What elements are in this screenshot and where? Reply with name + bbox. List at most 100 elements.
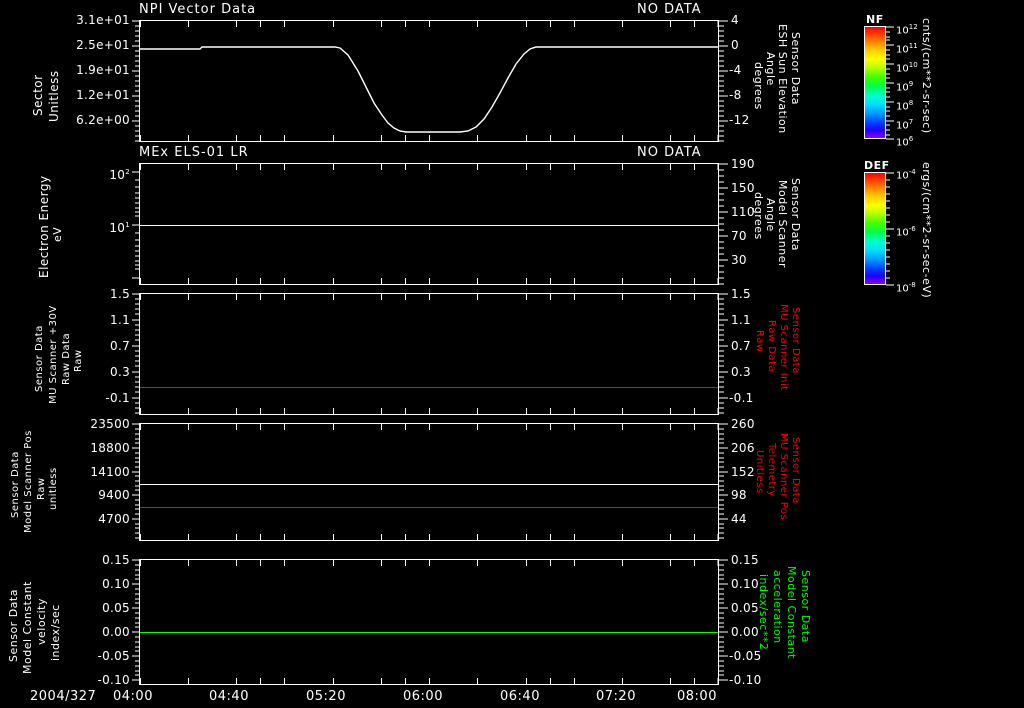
panel-velocity-ytick-1: 0.15	[102, 553, 130, 567]
panel-els-title: MEx ELS-01 LR	[139, 145, 249, 160]
panel-mu30v-rlabel-line1: Sensor Data	[790, 307, 801, 374]
panel-npi-ylabel-line1: Sector	[31, 74, 45, 116]
colorbar-nf-units: cnts/(cm**2-sr-sec)	[920, 18, 933, 134]
colorbar-def-tick-1: 10-4	[896, 167, 916, 181]
panel-els-ytick-2-base: 10	[109, 221, 126, 235]
panel-els-rlabel-line1: Sensor Data	[789, 178, 802, 251]
colorbar-nf-tick-7-exp: 6	[908, 135, 914, 143]
panel-npi-frame	[139, 20, 719, 142]
panel-mu30v-ylabel-line3: Raw Data	[61, 332, 72, 385]
panel-scanpos-ytick-1: 23500	[90, 417, 130, 431]
panel-els-rtick-3: 110	[731, 205, 755, 219]
panel-npi-rtick-4: -8	[729, 88, 742, 102]
colorbar-def-tick-1-exp: -4	[908, 168, 916, 176]
colorbar-nf-tick-2: 1011	[896, 41, 918, 55]
xaxis-tick-3: 05:20	[306, 689, 346, 704]
colorbar-nf-tick-5-base: 10	[896, 101, 909, 113]
panel-els-rlabel-line2: Model Scanner	[776, 180, 789, 269]
panel-npi-data-curve	[140, 46, 718, 133]
panel-scanpos-model-pos-line	[140, 484, 718, 485]
panel-velocity-rtick-4: 0.00	[731, 625, 759, 639]
panel-els-ticks	[140, 164, 718, 284]
panel-scanpos-ylabel-line4: unitless	[48, 467, 59, 510]
xaxis-tick-1: 04:00	[113, 689, 153, 704]
colorbar-nf-tick-1-exp: 12	[908, 23, 918, 31]
panel-velocity-ytick-3: 0.05	[102, 601, 130, 615]
panel-scanpos-ylabel-line2: Model Scanner Pos	[23, 430, 34, 533]
panel-els-ytick-1-base: 10	[109, 168, 126, 182]
panel-scanpos-rlabel-line3: Telemetry	[766, 443, 777, 497]
panel-mu30v-ylabel-line4: Raw	[73, 349, 84, 372]
panel-npi-right-minor-ticks	[719, 20, 728, 142]
colorbar-nf-title: NF	[866, 13, 884, 26]
panel-scanpos-ytick-2: 18800	[90, 441, 130, 455]
panel-mu30v-ticks	[140, 294, 718, 414]
xaxis-tick-6: 07:20	[596, 689, 636, 704]
panel-els-rtick-1: 190	[731, 157, 755, 171]
panel-velocity-ylabel-line3: velocity	[35, 598, 48, 645]
panel-mu30v-rtick-4: 0.3	[731, 365, 751, 379]
panel-els-rtick-4: 70	[731, 229, 747, 243]
colorbar-nf-tick-1-base: 10	[896, 25, 909, 37]
colorbar-nf-tick-2-exp: 11	[908, 42, 918, 50]
panel-scanpos-rtick-2: 206	[731, 441, 755, 455]
colorbar-nf-tick-6-exp: 7	[908, 118, 914, 126]
panel-mu30v-ytick-3: 0.7	[110, 339, 130, 353]
colorbar-nf-tick-1: 1012	[896, 22, 918, 36]
colorbar-nf-tick-3: 1010	[896, 60, 918, 74]
panel-mu30v-rtick-2: 1.1	[731, 313, 751, 327]
colorbar-nf-tick-7: 106	[896, 134, 913, 148]
colorbar-nf-gradient	[864, 26, 886, 139]
panel-mu30v-rtick-5: -0.1	[729, 391, 754, 405]
panel-velocity-rlabel-line2: Model Constant	[785, 566, 798, 659]
panel-velocity-ylabel-line2: Model Constant	[21, 581, 34, 674]
colorbar-nf-ticks	[886, 26, 894, 140]
panel-scanpos-ytick-3: 14100	[90, 465, 130, 479]
panel-els-rlabel-line3: Angle	[764, 198, 777, 232]
colorbar-nf-tick-4-exp: 9	[908, 80, 914, 88]
panel-velocity-rtick-5: -0.05	[729, 649, 762, 663]
panel-npi-rlabel-line3: Angle	[764, 52, 777, 86]
panel-scanpos-telemetry-line	[140, 507, 718, 508]
panel-velocity-ylabel-line4: index/sec	[49, 604, 62, 661]
panel-els-ytick-1-exp: 2	[125, 168, 130, 176]
panel-npi-ytick-1: 3.1e+01	[76, 13, 130, 27]
colorbar-nf-tick-3-exp: 10	[908, 61, 918, 69]
panel-mu30v-ytick-2: 1.1	[110, 313, 130, 327]
xaxis-tick-7: 08:00	[677, 689, 717, 704]
panel-npi-left-minor-ticks	[132, 20, 140, 142]
panel-mu30v-ytick-4: 0.3	[110, 365, 130, 379]
colorbar-def-tick-3: 10-8	[896, 280, 916, 294]
xaxis-tick-5: 06:40	[500, 689, 540, 704]
xaxis-date-label: 2004/327	[30, 689, 97, 704]
panel-velocity-rtick-3: 0.05	[731, 601, 759, 615]
panel-els-rtick-2: 150	[731, 181, 755, 195]
panel-scanpos-rtick-5: 44	[731, 512, 747, 526]
panel-npi-rlabel-line4: degrees	[752, 62, 765, 110]
panel-npi-ticks	[140, 21, 718, 141]
panel-mu30v-init-raw-line	[140, 387, 718, 388]
panel-velocity-ytick-4: 0.00	[102, 625, 130, 639]
panel-velocity-rtick-2: 0.10	[731, 577, 759, 591]
colorbar-def-gradient	[864, 172, 886, 285]
colorbar-nf-tick-3-base: 10	[896, 63, 909, 75]
panel-els-frame	[139, 163, 719, 285]
panel-npi-rlabel-line1: Sensor Data	[789, 32, 802, 105]
panel-npi-rtick-1: 4	[731, 13, 739, 27]
panel-scanpos-right-minor-ticks	[719, 423, 728, 539]
panel-els-left-minor-ticks	[132, 171, 140, 279]
panel-els-ylabel-line2: eV	[51, 226, 64, 242]
colorbar-def-tick-2: 10-6	[896, 224, 916, 238]
colorbar-def-tick-1-base: 10	[896, 170, 909, 182]
xaxis-tick-2: 04:40	[209, 689, 249, 704]
panel-npi-title: NPI Vector Data	[139, 2, 257, 17]
panel-npi-rtick-5: -12	[729, 113, 750, 127]
colorbar-def-tick-3-base: 10	[896, 283, 909, 295]
panel-els-ytick-1: 102	[60, 166, 130, 181]
colorbar-nf-tick-4: 109	[896, 79, 913, 93]
panel-velocity-ticks	[140, 560, 718, 684]
colorbar-def-title: DEF	[864, 159, 890, 172]
panel-scanpos-rtick-4: 98	[731, 488, 747, 502]
colorbar-def-tick-2-exp: -6	[908, 225, 916, 233]
panel-els-status: NO DATA	[637, 145, 702, 160]
